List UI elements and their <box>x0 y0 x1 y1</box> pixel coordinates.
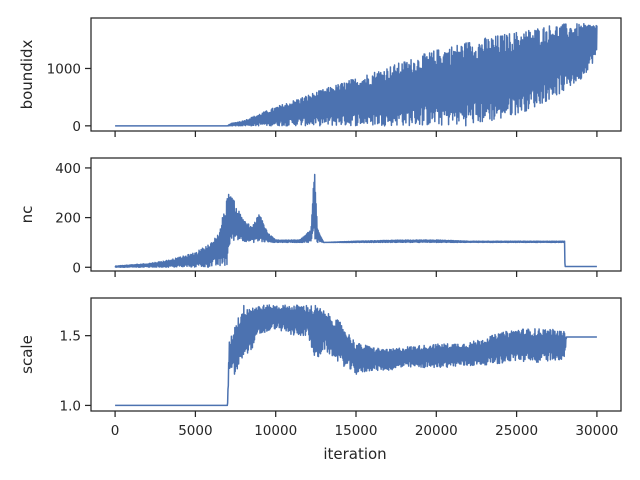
subplot-scale: 1.0 1.5 0 5000 10000 15000 20000 25000 30000 scal… <box>18 297 622 439</box>
axes-frame-nc <box>90 157 622 272</box>
series-line-boundidx-0 <box>114 23 598 127</box>
x-tick-label-0: 0 <box>111 423 120 439</box>
y-tick-label-scale-0: 1.0 <box>60 398 81 414</box>
x-tick-label-4: 20000 <box>415 423 458 439</box>
y-axis-label-nc: nc <box>18 206 36 224</box>
y-tick-label-boundidx-1: 1000 <box>47 61 81 77</box>
y-tick-label-nc-1: 200 <box>55 211 81 227</box>
y-axis-label-boundidx: boundidx <box>18 39 36 109</box>
x-axis-label: iteration <box>323 445 386 463</box>
y-tick-label-nc-2: 400 <box>55 161 81 177</box>
x-tick-label-1: 5000 <box>178 423 212 439</box>
x-tick-label-6: 30000 <box>575 423 618 439</box>
subplot-boundidx: 0 1000 boundidx <box>18 17 622 137</box>
y-tick-label-scale-1: 1.5 <box>60 329 81 345</box>
series-line-nc-0 <box>114 173 598 269</box>
subplot-nc: 0 200 400 nc <box>18 157 622 277</box>
x-tick-label-3: 15000 <box>335 423 378 439</box>
y-tick-label-nc-0: 0 <box>72 260 81 276</box>
x-tick-label-5: 25000 <box>495 423 538 439</box>
series-line-scale-0 <box>114 304 598 407</box>
y-tick-label-boundidx-0: 0 <box>72 119 81 135</box>
x-tick-label-2: 10000 <box>254 423 297 439</box>
y-axis-label-scale: scale <box>18 335 36 374</box>
